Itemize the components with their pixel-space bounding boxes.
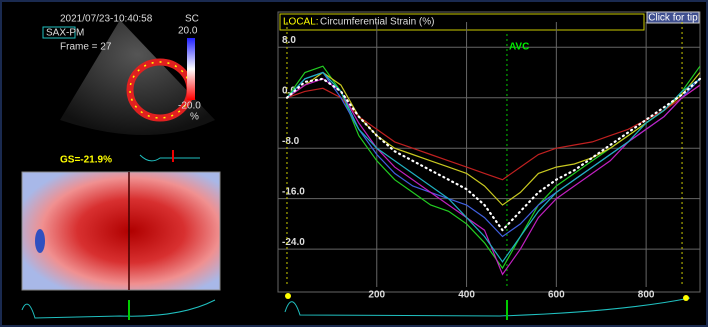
strain-heatmap bbox=[22, 172, 220, 290]
bottom-dot bbox=[285, 293, 291, 299]
bottom-dot bbox=[683, 295, 689, 301]
global-strain: GS=-21.9% bbox=[60, 155, 112, 166]
x-tick-label: 800 bbox=[638, 290, 655, 301]
x-tick-label: 400 bbox=[458, 290, 475, 301]
y-tick-label: 8.0 bbox=[282, 35, 296, 46]
y-tick-label: -16.0 bbox=[282, 186, 305, 197]
title-prefix: LOCAL: bbox=[283, 17, 319, 28]
x-tick-label: 200 bbox=[368, 290, 385, 301]
frame-label: Frame = 27 bbox=[60, 42, 112, 53]
x-tick-label: 600 bbox=[548, 290, 565, 301]
y-tick-label: -8.0 bbox=[282, 136, 300, 147]
heatmap-spot bbox=[35, 229, 45, 253]
annotation: AVC bbox=[509, 42, 529, 53]
color-scale bbox=[187, 38, 195, 100]
scale-min: -20.0 bbox=[178, 101, 201, 112]
screen: 2021/07/23-10:40:58 SAX-PM Frame = 27 SC… bbox=[0, 0, 708, 327]
scale-label: SC bbox=[185, 14, 199, 25]
scale-max: 20.0 bbox=[178, 26, 198, 37]
y-tick-label: -24.0 bbox=[282, 237, 305, 248]
scale-unit: % bbox=[190, 112, 199, 123]
timestamp: 2021/07/23-10:40:58 bbox=[60, 14, 153, 25]
tip-button-label[interactable]: Click for tip bbox=[648, 13, 698, 24]
view-label: SAX-PM bbox=[46, 28, 84, 39]
